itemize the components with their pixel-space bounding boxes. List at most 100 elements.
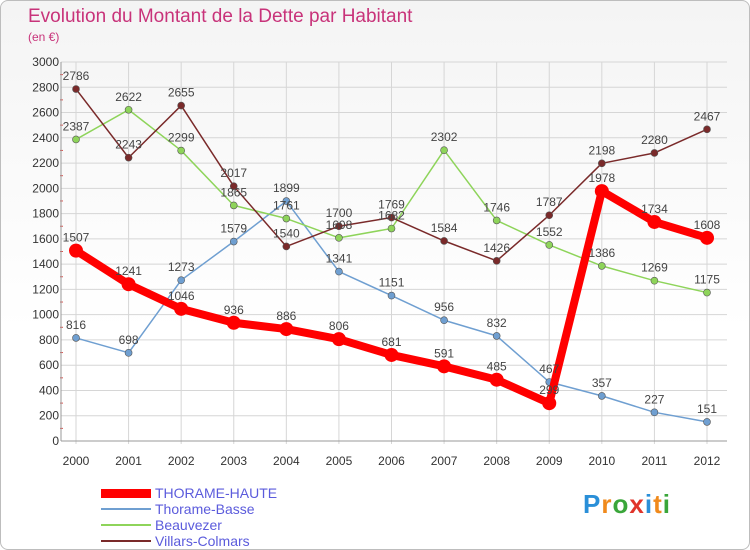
logo-letter: r: [601, 489, 613, 519]
data-label: 1540: [273, 226, 300, 240]
data-label: 1608: [326, 218, 353, 232]
data-point: [387, 291, 396, 300]
y-tick-label: 2800: [32, 80, 59, 94]
x-tick-label: 2010: [588, 454, 615, 468]
data-label: 2622: [115, 90, 142, 104]
data-label: 1787: [536, 195, 563, 209]
data-label: 2387: [63, 119, 90, 133]
legend-swatch: [101, 540, 151, 542]
data-point: [69, 243, 83, 258]
chart-subtitle: (en €): [28, 30, 60, 44]
data-label: 1175: [694, 273, 720, 287]
legend-item: Villars-Colmars: [101, 533, 277, 549]
data-point: [492, 257, 501, 265]
data-point: [335, 234, 343, 242]
data-point: [335, 267, 343, 276]
data-label: 467: [539, 362, 559, 376]
data-point: [282, 197, 291, 205]
data-point: [72, 135, 80, 144]
logo-letter: x: [629, 489, 645, 519]
data-label: 681: [381, 335, 401, 349]
logo-letter: i: [662, 489, 671, 519]
data-label: 1682: [378, 209, 405, 223]
data-label: 886: [276, 309, 296, 323]
data-point: [124, 349, 133, 357]
data-point: [650, 276, 659, 285]
data-label: 956: [434, 300, 454, 314]
y-tick-label: 2600: [32, 106, 59, 120]
data-point: [545, 241, 554, 249]
data-point: [229, 182, 238, 190]
y-tick-label: 600: [39, 358, 59, 372]
data-label: 2280: [641, 133, 668, 147]
data-point: [703, 125, 711, 134]
chart-legend: THORAME-HAUTE Thorame-Basse Beauvezer Villa…: [101, 485, 277, 549]
data-label: 227: [644, 392, 664, 406]
legend-label: Thorame-Basse: [155, 501, 255, 517]
x-tick-label: 2006: [378, 454, 405, 468]
data-label: 1579: [220, 222, 247, 236]
legend-label: Beauvezer: [155, 517, 222, 533]
data-label: 1865: [220, 185, 247, 199]
y-tick-label: 800: [39, 333, 59, 347]
data-label: 2243: [115, 138, 142, 152]
data-label: 591: [434, 346, 454, 360]
data-point: [177, 146, 185, 155]
x-tick-label: 2000: [63, 454, 90, 468]
x-tick-label: 2001: [115, 454, 142, 468]
data-label: 1700: [326, 206, 353, 220]
chart-title: Evolution du Montant de la Dette par Hab…: [28, 6, 413, 27]
data-label: 1269: [641, 261, 668, 275]
data-point: [703, 418, 711, 426]
data-label: 1899: [273, 181, 300, 195]
y-tick-label: 2400: [32, 131, 59, 145]
data-point: [279, 322, 294, 337]
data-label: 1151: [379, 276, 405, 290]
data-point: [440, 316, 448, 325]
data-point: [489, 372, 504, 387]
data-point: [700, 230, 714, 245]
data-point: [331, 332, 346, 347]
legend-item: Beauvezer: [101, 517, 277, 533]
logo-letter: P: [583, 489, 602, 519]
data-label: 1426: [483, 241, 510, 255]
x-tick-label: 2004: [273, 454, 300, 468]
data-label: 2017: [220, 166, 247, 180]
data-label: 2467: [694, 109, 721, 123]
logo-letter: o: [612, 489, 630, 519]
data-point: [387, 213, 396, 222]
data-label: 2299: [168, 131, 195, 145]
x-tick-label: 2012: [694, 454, 721, 468]
data-label: 832: [487, 316, 507, 330]
logo-letter: t: [653, 489, 663, 519]
data-point: [594, 184, 609, 199]
data-point: [703, 288, 711, 297]
data-label: 2655: [168, 86, 195, 100]
x-tick-label: 2005: [326, 454, 353, 468]
y-tick-label: 2000: [32, 181, 59, 195]
x-tick-label: 2002: [168, 454, 195, 468]
legend-item: Thorame-Basse: [101, 501, 277, 517]
data-point: [598, 262, 606, 270]
data-point: [229, 201, 238, 210]
data-label: 2786: [63, 69, 90, 83]
data-point: [282, 242, 291, 251]
data-point: [650, 408, 659, 417]
data-point: [177, 276, 185, 284]
y-tick-label: 2200: [32, 156, 59, 170]
data-point: [440, 237, 448, 245]
data-label: 485: [487, 360, 507, 374]
data-label: 357: [592, 376, 612, 390]
x-tick-label: 2011: [642, 454, 668, 468]
data-point: [492, 332, 501, 340]
data-point: [598, 392, 606, 400]
data-point: [440, 146, 448, 154]
y-tick-label: 1400: [32, 257, 59, 271]
x-tick-label: 2007: [431, 454, 458, 468]
data-label: 151: [697, 402, 717, 416]
legend-swatch: [101, 508, 151, 510]
data-label: 2302: [431, 130, 458, 144]
y-tick-label: 1000: [32, 308, 59, 322]
legend-swatch: [101, 524, 151, 526]
